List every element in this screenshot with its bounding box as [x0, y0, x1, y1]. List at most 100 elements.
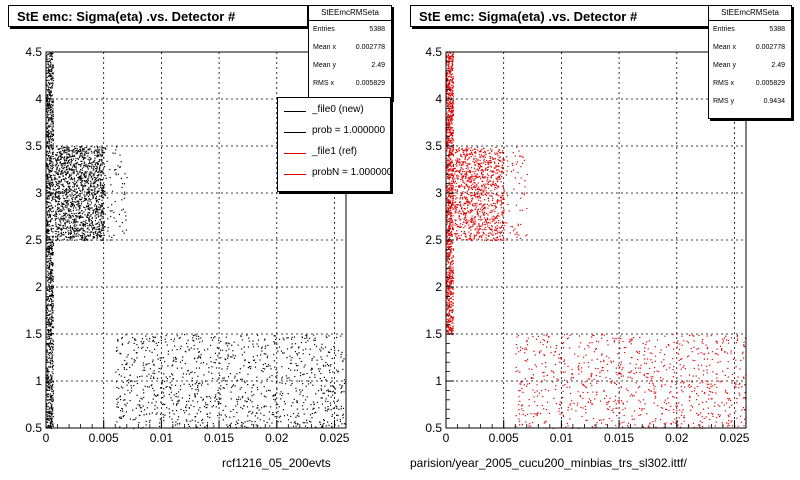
data-point — [88, 177, 90, 179]
data-point — [96, 152, 98, 154]
data-point — [81, 221, 83, 223]
data-point — [153, 390, 155, 392]
data-point — [49, 215, 51, 217]
data-point — [142, 362, 144, 364]
data-point — [207, 404, 209, 406]
data-point — [221, 349, 223, 351]
data-point — [152, 376, 155, 378]
data-point — [452, 295, 454, 297]
data-point — [98, 234, 100, 236]
data-point — [328, 424, 330, 426]
data-point — [447, 55, 449, 57]
data-point — [171, 418, 173, 420]
data-point — [55, 215, 58, 218]
data-point — [161, 391, 163, 393]
data-point — [47, 321, 49, 323]
data-point — [450, 68, 452, 70]
data-point — [169, 376, 171, 378]
data-point — [56, 235, 59, 237]
data-point — [75, 167, 77, 169]
data-point — [52, 214, 55, 216]
data-point — [152, 364, 155, 366]
data-point — [280, 350, 283, 352]
data-point — [88, 157, 91, 159]
data-point — [52, 346, 54, 348]
data-point — [51, 265, 53, 267]
data-point — [101, 199, 103, 201]
data-point — [325, 361, 327, 364]
data-point — [73, 221, 75, 223]
data-point — [100, 171, 102, 173]
data-point — [48, 245, 50, 247]
data-point — [74, 190, 76, 192]
data-point — [59, 176, 61, 178]
data-point — [130, 385, 132, 387]
data-point — [449, 310, 451, 312]
data-point — [319, 368, 321, 370]
data-point — [450, 87, 452, 89]
data-point — [230, 356, 232, 358]
data-point — [91, 231, 93, 233]
data-point — [446, 199, 448, 201]
data-point — [47, 225, 49, 227]
data-point — [55, 223, 57, 225]
data-point — [84, 199, 86, 201]
data-point — [52, 407, 54, 409]
data-point — [48, 143, 50, 145]
data-point — [46, 249, 48, 251]
data-point — [290, 362, 292, 364]
data-point — [197, 388, 199, 390]
data-point — [449, 60, 451, 62]
data-point — [70, 174, 72, 177]
data-point — [274, 400, 276, 402]
data-point — [84, 195, 86, 197]
data-point — [451, 230, 453, 232]
data-point — [97, 154, 99, 156]
data-point — [47, 150, 49, 152]
data-point — [452, 86, 454, 88]
data-point — [274, 366, 276, 368]
data-point — [198, 335, 200, 338]
data-point — [331, 422, 333, 425]
data-point — [483, 211, 485, 213]
data-point — [59, 161, 61, 163]
y-tick-label: 2.5 — [25, 233, 42, 247]
data-point — [109, 176, 111, 179]
data-point — [97, 180, 100, 182]
data-point — [240, 425, 242, 427]
data-point — [168, 386, 171, 388]
data-point — [64, 164, 66, 166]
data-point — [49, 422, 51, 424]
data-point — [86, 191, 88, 193]
data-point — [93, 185, 95, 187]
data-point — [109, 169, 111, 171]
data-point — [120, 410, 122, 412]
data-point — [186, 404, 188, 406]
data-point — [68, 147, 70, 149]
data-point — [49, 421, 51, 423]
data-point — [48, 250, 50, 252]
data-point — [51, 367, 53, 369]
data-point — [50, 407, 52, 409]
data-point — [451, 220, 454, 222]
data-point — [222, 409, 224, 411]
data-point — [70, 232, 73, 234]
data-point — [126, 384, 128, 386]
data-point — [56, 166, 58, 168]
data-point — [185, 419, 187, 421]
data-point — [75, 212, 77, 215]
data-point — [261, 350, 263, 352]
data-point — [93, 166, 95, 168]
data-point — [98, 173, 100, 175]
data-point — [113, 211, 115, 214]
data-point — [173, 413, 175, 415]
data-point — [86, 165, 88, 167]
data-point — [93, 173, 95, 175]
data-point — [451, 248, 453, 250]
data-point — [54, 215, 56, 218]
data-point — [278, 338, 281, 340]
data-point — [124, 393, 126, 395]
data-point — [50, 165, 52, 167]
data-point — [248, 361, 250, 363]
